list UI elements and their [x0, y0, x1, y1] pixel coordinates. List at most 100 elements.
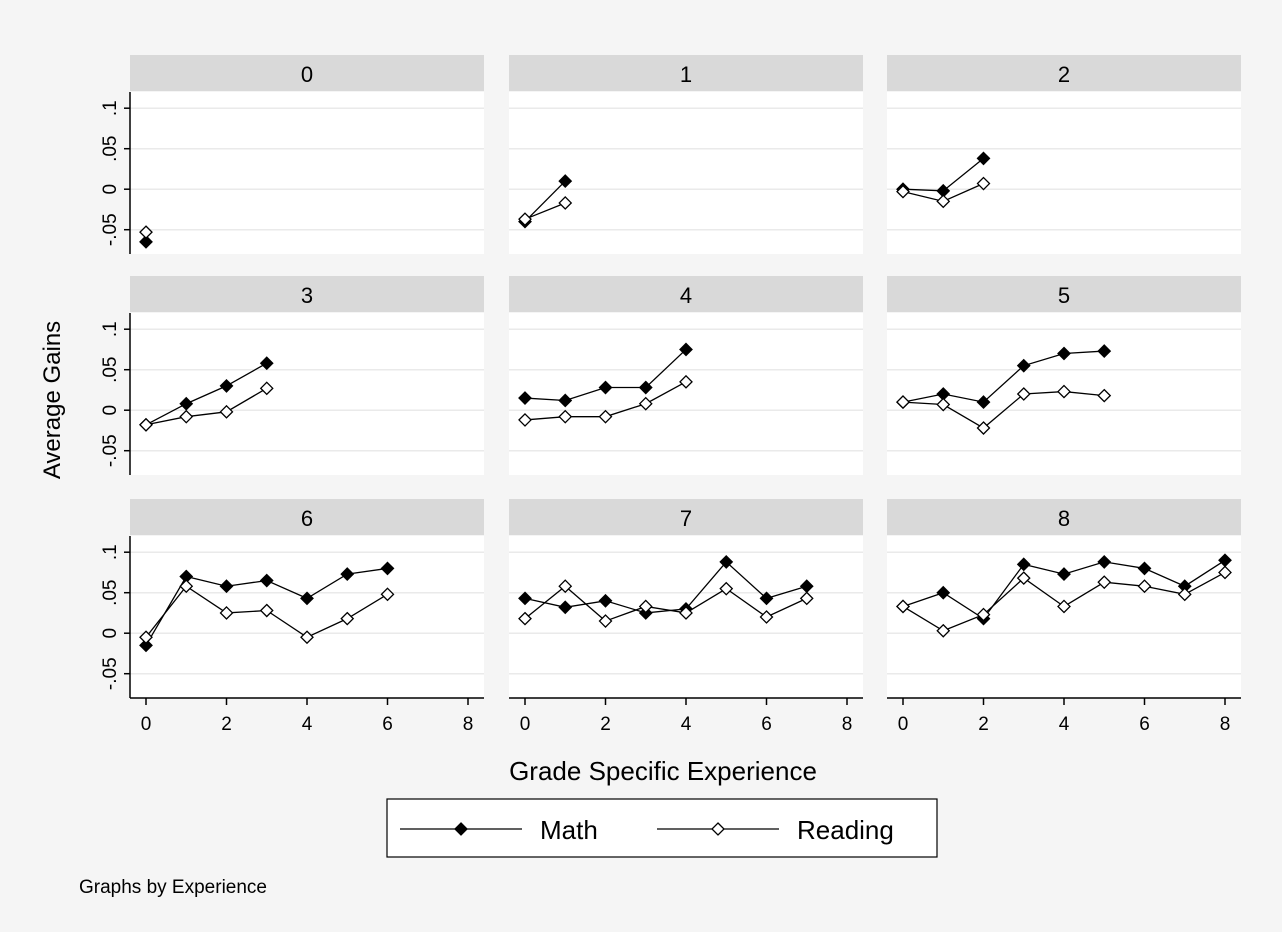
y-tick-label: 0 [100, 405, 121, 416]
panel-title: 7 [680, 506, 692, 531]
y-tick-label: .05 [100, 579, 121, 605]
data-point [679, 374, 693, 389]
x-tick-label: 2 [600, 714, 611, 735]
data-point [558, 393, 573, 408]
data-point [896, 184, 910, 199]
data-point [518, 591, 532, 606]
data-point [1016, 557, 1031, 572]
data-point [679, 606, 693, 620]
data-point [518, 611, 532, 626]
panel-header [130, 499, 484, 535]
panel-header [130, 276, 484, 312]
data-point [1097, 344, 1112, 358]
series-line [524, 560, 807, 614]
x-tick-label: 6 [1139, 714, 1150, 735]
series-line [524, 585, 808, 622]
panel-0: 0 -.05 0 .05 .1 [100, 55, 484, 254]
y-tick-label: .1 [100, 321, 121, 337]
series-line [524, 180, 566, 223]
x-tick-label: 4 [1059, 714, 1070, 735]
data-point [638, 380, 653, 395]
data-point [139, 225, 153, 240]
plot-area [887, 92, 1241, 254]
data-point [219, 378, 234, 393]
data-point [759, 591, 774, 606]
panel-header [509, 276, 863, 312]
series-reading [518, 196, 573, 227]
panel-title: 4 [680, 283, 692, 308]
panel-3: 3 -.05 0 .05 .1 [100, 276, 484, 475]
series-reading [518, 374, 693, 427]
data-point [598, 409, 613, 424]
y-tick-label: .1 [100, 544, 121, 560]
legend-label: Math [540, 815, 598, 845]
data-point [139, 417, 153, 432]
data-point [679, 342, 693, 357]
panel-title: 5 [1058, 283, 1070, 308]
legend-marker [711, 822, 725, 836]
data-point [558, 174, 573, 189]
y-tick-label: .1 [100, 100, 121, 116]
x-tick-label: 6 [382, 714, 393, 735]
data-point [219, 606, 234, 620]
data-point [558, 600, 573, 615]
panel-title: 2 [1058, 62, 1070, 87]
data-point [799, 591, 814, 606]
y-tick-label: -.05 [100, 434, 121, 467]
panel-1: 1 [509, 55, 863, 254]
data-point [1177, 587, 1192, 602]
x-tick-label: 0 [520, 714, 531, 735]
data-point [219, 404, 234, 419]
panel-2: 2 [887, 55, 1241, 254]
data-point [300, 630, 314, 645]
data-point [558, 579, 573, 594]
legend-item-math: Math [400, 815, 598, 845]
data-point [1057, 567, 1071, 581]
x-tick-label: 8 [463, 714, 474, 735]
series-reading [139, 579, 395, 645]
y-tick-label: 0 [100, 628, 121, 639]
series-reading [139, 225, 153, 240]
x-axis-title: Grade Specific Experience [509, 756, 817, 786]
x-tick-label: 8 [1220, 714, 1231, 735]
series-line [145, 387, 268, 426]
data-point [139, 234, 153, 249]
data-point [300, 591, 314, 606]
panel-title: 8 [1058, 506, 1070, 531]
data-point [558, 196, 573, 210]
plot-area [509, 92, 863, 254]
panel-5: 5 [887, 276, 1241, 475]
data-point [1057, 346, 1071, 361]
data-point [518, 212, 532, 227]
data-point [976, 421, 991, 435]
panel-4: 4 [509, 276, 863, 475]
y-tick-label: .05 [100, 135, 121, 161]
data-point [759, 610, 774, 624]
panel-8: 8 0 2 4 6 8 [887, 499, 1241, 735]
y-tick-label: 0 [100, 184, 121, 195]
series-math [518, 342, 693, 408]
data-point [1016, 387, 1031, 401]
data-point [936, 194, 951, 209]
panel-header [887, 276, 1241, 312]
data-point [638, 599, 653, 614]
series-reading [896, 565, 1232, 638]
data-point [179, 396, 194, 411]
panel-title: 3 [301, 283, 313, 308]
data-point [340, 567, 355, 581]
data-point [719, 555, 734, 569]
series-math [139, 234, 153, 249]
data-point [1097, 388, 1112, 403]
x-tick-label: 4 [302, 714, 313, 735]
data-point [1057, 384, 1071, 399]
data-point [139, 638, 153, 653]
data-point [259, 603, 274, 618]
data-point [598, 614, 613, 628]
data-point [518, 413, 532, 427]
legend-label: Reading [797, 815, 894, 845]
data-point [518, 391, 532, 405]
data-point [598, 380, 613, 395]
data-point [340, 611, 355, 626]
plot-area [887, 536, 1241, 698]
panel-header [509, 55, 863, 91]
